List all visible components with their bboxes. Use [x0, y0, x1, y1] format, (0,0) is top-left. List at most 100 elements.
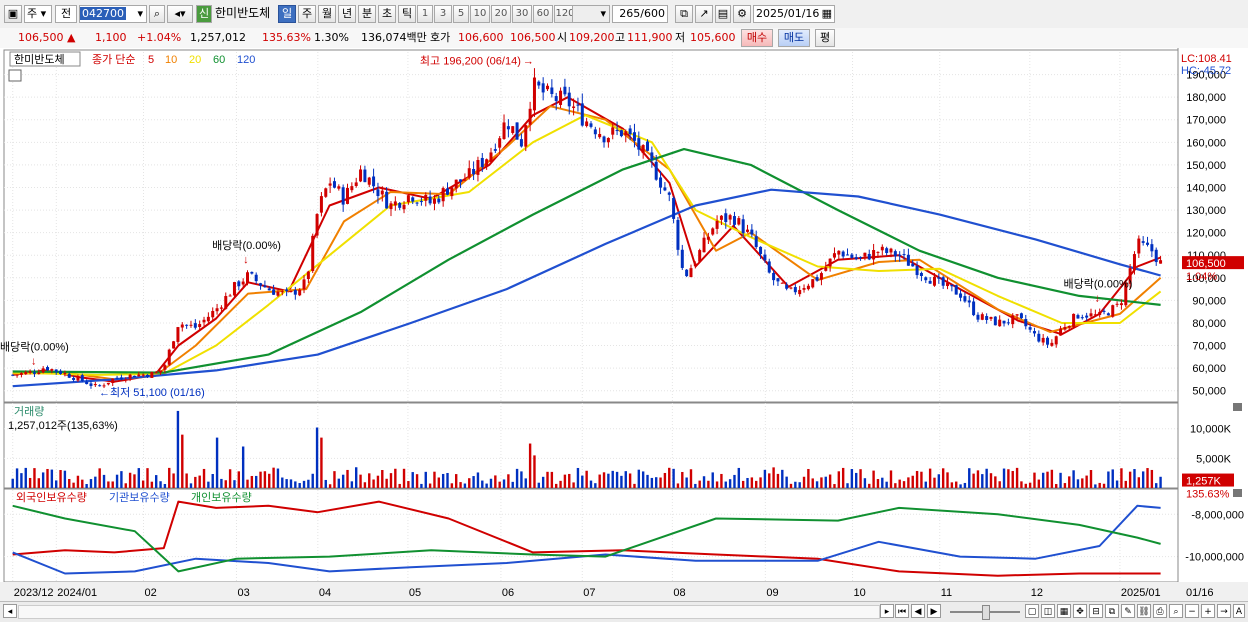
scroll-left-icon[interactable]: ◂ — [3, 604, 17, 618]
period-tab-6[interactable]: 틱 — [398, 5, 416, 23]
volume-title: 거래량 — [14, 405, 44, 418]
candle-body — [785, 284, 789, 289]
next-page-icon[interactable]: ▶ — [927, 604, 941, 618]
interval-button-120[interactable]: 120 — [554, 5, 576, 23]
first-icon[interactable]: ⏮ — [895, 604, 909, 618]
interval-select[interactable]: ▾ — [572, 5, 610, 23]
candle-body — [454, 179, 458, 189]
volume-bar — [863, 478, 867, 488]
candle-type-icon[interactable]: ⧉ — [675, 5, 693, 23]
candle-body — [337, 186, 341, 189]
speaker-icon[interactable]: ◂▾ — [167, 5, 193, 23]
search-icon[interactable]: ⌕ — [149, 5, 165, 23]
volume-bar — [207, 481, 210, 488]
period-tab-0[interactable]: 일 — [278, 5, 296, 23]
candle-body — [89, 383, 93, 386]
prev-button[interactable]: 전 — [55, 5, 77, 23]
zoom-slider-handle[interactable] — [982, 605, 990, 620]
scroll-right-icon[interactable]: ▸ — [880, 604, 894, 618]
period-tab-3[interactable]: 년 — [338, 5, 356, 23]
volume-bar — [1072, 470, 1075, 488]
candle-body — [219, 307, 223, 309]
volume-bar — [81, 479, 84, 488]
candle-body — [1006, 322, 1010, 324]
high-price: 111,900 — [627, 31, 673, 44]
avg-button[interactable]: 평 — [815, 29, 835, 47]
volume-bar — [68, 478, 71, 488]
candle-body — [854, 257, 858, 260]
interval-button-60[interactable]: 60 — [533, 5, 553, 23]
interval-button-1[interactable]: 1 — [417, 5, 433, 23]
candle-body — [554, 96, 558, 101]
print-icon[interactable]: ⎙ — [1153, 604, 1167, 618]
pen-icon[interactable]: ✎ — [1121, 604, 1135, 618]
minus-icon[interactable]: − — [1185, 604, 1199, 618]
volume-bar — [985, 468, 988, 488]
font-size-icon[interactable]: A — [1233, 604, 1245, 618]
volume-bar — [828, 474, 832, 488]
period-tab-1[interactable]: 주 — [298, 5, 316, 23]
panel-close-icon[interactable] — [1233, 489, 1242, 497]
candle-body — [272, 289, 276, 295]
volume-bar — [1015, 467, 1019, 488]
arrow-right-icon[interactable]: → — [1217, 604, 1231, 618]
crosshair-icon[interactable]: ✥ — [1073, 604, 1087, 618]
interval-button-3[interactable]: 3 — [434, 5, 452, 23]
market-type-select[interactable]: 주 ▾ — [24, 5, 52, 23]
x-tick-label: 05 — [409, 587, 421, 599]
volume-bar — [424, 471, 427, 488]
save-icon[interactable]: ▤ — [715, 5, 731, 23]
interval-button-20[interactable]: 20 — [491, 5, 511, 23]
candle-body — [11, 374, 15, 376]
candlesticks — [11, 68, 1163, 389]
period-tab-5[interactable]: 초 — [378, 5, 396, 23]
count-input[interactable]: 265/600 — [612, 5, 668, 23]
prev-page-icon[interactable]: ◀ — [911, 604, 925, 618]
volume-bar — [1155, 483, 1158, 488]
volume-bar — [963, 482, 967, 488]
ruler-icon[interactable]: ⊟ — [1089, 604, 1103, 618]
candle-body — [19, 373, 23, 375]
candle-body — [111, 378, 115, 383]
candle-body — [146, 374, 150, 378]
volume-bar — [94, 476, 97, 488]
gear-icon[interactable]: ⚙ — [733, 5, 751, 23]
date-input[interactable]: 2025/01/16 ▦ — [753, 5, 835, 23]
volume-bar — [307, 479, 310, 488]
volume-bar — [594, 483, 597, 488]
candle-body — [650, 152, 654, 160]
link-icon[interactable]: ⛓ — [1137, 604, 1151, 618]
table-icon[interactable]: ▦ — [1057, 604, 1071, 618]
interval-button-10[interactable]: 10 — [470, 5, 490, 23]
scroll-track[interactable] — [18, 605, 880, 619]
stock-code-input[interactable]: 042700 ▾ — [79, 5, 147, 23]
volume-bar — [589, 480, 593, 488]
window-icon[interactable]: ▣ — [4, 5, 22, 23]
moving-average-lines — [12, 96, 1162, 388]
volume-bar — [1046, 471, 1049, 488]
volume-bars — [11, 410, 1162, 488]
volume-bar — [376, 475, 380, 488]
draw-tool-icon[interactable]: ↗ — [695, 5, 713, 23]
interval-button-5[interactable]: 5 — [453, 5, 469, 23]
candle-body — [506, 126, 510, 130]
layout-icon[interactable]: ▢ — [1025, 604, 1039, 618]
split-icon[interactable]: ◫ — [1041, 604, 1055, 618]
volume-bar — [959, 484, 962, 488]
buy-button[interactable]: 매수 — [741, 29, 773, 47]
interval-button-30[interactable]: 30 — [512, 5, 532, 23]
candle-body — [202, 319, 206, 323]
sell-button[interactable]: 매도 — [778, 29, 810, 47]
chart-area[interactable]: 최고 196,200 (06/14) → ←최저 51,100 (01/16) 배당락… — [0, 48, 1248, 601]
candle-body — [1059, 328, 1063, 336]
panel-close-icon[interactable] — [1233, 403, 1242, 411]
period-tab-2[interactable]: 월 — [318, 5, 336, 23]
table-icon[interactable] — [8, 69, 22, 82]
volume-bar — [824, 476, 827, 488]
copy-icon[interactable]: ⧉ — [1105, 604, 1119, 618]
zoom-in-icon[interactable]: ⌕ — [1169, 604, 1183, 618]
y-tick-label: 140,000 — [1186, 182, 1226, 194]
period-tab-4[interactable]: 분 — [358, 5, 376, 23]
plus-icon[interactable]: + — [1201, 604, 1215, 618]
candle-body — [1024, 318, 1028, 327]
